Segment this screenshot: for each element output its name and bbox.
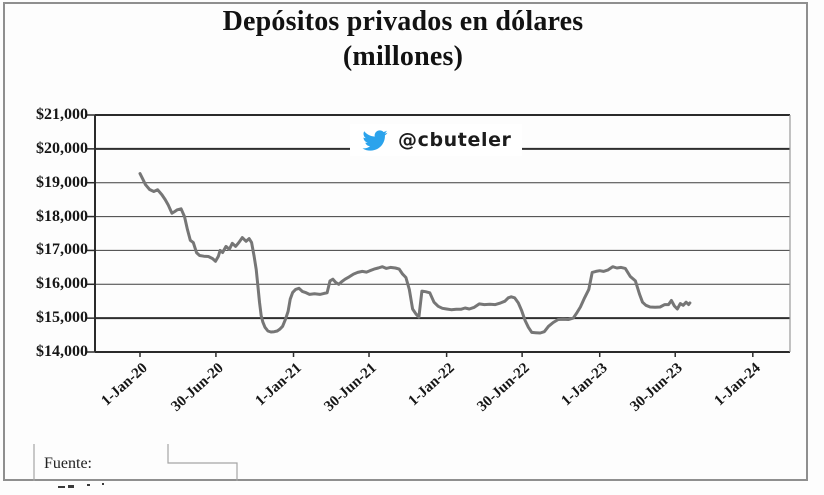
y-axis-tick-label: $14,000	[36, 343, 88, 360]
y-axis-tick-label: $15,000	[36, 309, 88, 327]
y-axis-tick-label: $16,000	[36, 275, 88, 293]
figure-border	[3, 2, 808, 481]
y-axis-tick-label: $18,000	[36, 207, 88, 225]
chart-title-line2: (millones)	[342, 41, 464, 72]
y-axis-tick-label: $21,000	[36, 106, 88, 123]
twitter-annotation: @cbuteler	[350, 124, 522, 156]
y-axis-tick-label: $19,000	[36, 173, 88, 191]
deposits-series-line	[138, 172, 692, 335]
y-axis-tick-label: $20,000	[36, 139, 88, 157]
chart-title: Depósitos privados en dólares (millones)	[0, 4, 806, 74]
data-series-layer	[138, 172, 692, 335]
twitter-handle-text: @cbuteler	[398, 128, 512, 151]
white-patch-border	[33, 444, 238, 481]
source-label: Fuente:	[44, 455, 92, 472]
axes-layer	[87, 114, 791, 357]
gridlines-layer	[95, 147, 790, 320]
chart-title-line1: Depósitos privados en dólares	[222, 6, 584, 37]
y-axis-tick-label: $17,000	[36, 241, 88, 259]
twitter-bird-icon	[360, 128, 390, 153]
